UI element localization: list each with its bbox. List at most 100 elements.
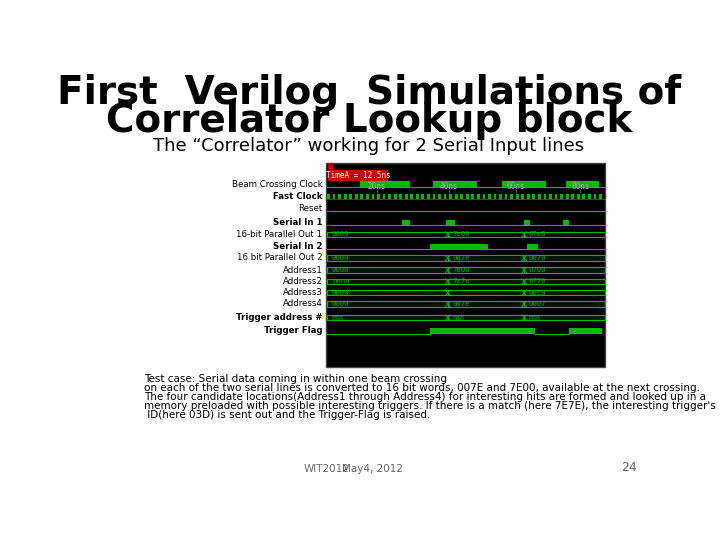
Bar	[560, 193, 563, 199]
Bar	[433, 181, 477, 187]
Bar	[524, 315, 605, 320]
Bar	[460, 193, 463, 199]
Text: nan: nan	[452, 315, 464, 321]
Text: 0770: 0770	[528, 278, 546, 285]
Text: Serial In 1: Serial In 1	[273, 218, 323, 227]
Bar	[394, 193, 397, 199]
Bar	[333, 193, 336, 199]
Text: 0000: 0000	[332, 301, 349, 307]
Bar	[582, 193, 585, 199]
Bar	[327, 193, 330, 199]
Text: 0000: 0000	[332, 232, 349, 238]
Bar	[527, 193, 530, 199]
Bar	[466, 193, 469, 199]
Text: 0000: 0000	[332, 255, 349, 261]
Text: 0700: 0700	[528, 267, 546, 273]
Bar	[327, 301, 448, 307]
Bar	[571, 193, 574, 199]
Text: Beam Crossing Clock: Beam Crossing Clock	[232, 179, 323, 188]
Text: Trigger Flag: Trigger Flag	[264, 327, 323, 335]
Bar	[502, 181, 546, 187]
Bar	[327, 315, 448, 320]
Bar	[499, 193, 502, 199]
Bar	[421, 193, 424, 199]
Bar	[577, 193, 580, 199]
Bar	[449, 193, 452, 199]
Bar	[410, 193, 413, 199]
Text: 00c0: 00c0	[528, 290, 546, 296]
Bar	[430, 328, 535, 334]
Text: 7e00: 7e00	[452, 232, 470, 238]
Text: 0000: 0000	[332, 267, 349, 273]
Bar	[444, 193, 446, 199]
Bar	[524, 279, 605, 284]
Bar	[527, 244, 538, 249]
Text: Reset: Reset	[298, 204, 323, 213]
Text: 007e: 007e	[452, 255, 470, 261]
Bar	[355, 193, 358, 199]
Text: 0007: 0007	[528, 301, 546, 307]
Bar	[377, 193, 380, 199]
Text: 16-bit Parallel Out 1: 16-bit Parallel Out 1	[236, 230, 323, 239]
Text: 07e0: 07e0	[528, 232, 546, 238]
Bar	[349, 193, 352, 199]
Bar	[448, 290, 524, 295]
Text: The four candidate locations(Address1 through Address4) for interesting hits are: The four candidate locations(Address1 th…	[144, 392, 706, 402]
Text: 0070: 0070	[528, 255, 546, 261]
Text: memory preloaded with possible interesting triggers. If there is a match (here 7: memory preloaded with possible interesti…	[144, 401, 716, 411]
Bar	[482, 193, 485, 199]
Text: Address3: Address3	[283, 288, 323, 298]
Bar	[593, 193, 596, 199]
Text: 0000: 0000	[332, 290, 349, 296]
Text: 24: 24	[621, 462, 636, 475]
Text: nnn: nnn	[528, 315, 541, 321]
Text: Correlator Lookup block: Correlator Lookup block	[106, 102, 632, 140]
Bar	[516, 193, 518, 199]
Text: on each of the two serial lines is converted to 16 bit words, 007E and 7E00, ava: on each of the two serial lines is conve…	[144, 383, 701, 393]
Text: May4, 2012: May4, 2012	[343, 464, 403, 475]
Text: WIT2012: WIT2012	[303, 464, 349, 475]
Bar	[477, 193, 480, 199]
Bar	[400, 193, 402, 199]
Text: 80ns: 80ns	[571, 182, 590, 191]
Bar	[538, 193, 541, 199]
Bar	[405, 193, 408, 199]
Bar	[430, 244, 488, 249]
Bar	[372, 193, 374, 199]
Bar	[327, 290, 448, 295]
Bar	[327, 267, 448, 273]
Text: ID(here 03D) is sent out and the Trigger-Flag is raised.: ID(here 03D) is sent out and the Trigger…	[144, 410, 431, 420]
Text: Address2: Address2	[283, 277, 323, 286]
Bar	[524, 267, 605, 273]
Bar	[366, 193, 369, 199]
Text: Address4: Address4	[283, 300, 323, 308]
Bar	[455, 193, 457, 199]
Text: 16 bit Parallel Out 2: 16 bit Parallel Out 2	[237, 253, 323, 262]
Text: 40ns: 40ns	[440, 182, 459, 191]
Bar	[338, 193, 341, 199]
Bar	[599, 193, 602, 199]
Bar	[343, 193, 346, 199]
Bar	[448, 232, 524, 237]
Bar	[328, 163, 333, 168]
Text: 007e: 007e	[452, 301, 470, 307]
Bar	[448, 267, 524, 273]
Bar	[472, 193, 474, 199]
Bar	[588, 193, 590, 199]
Bar	[448, 279, 524, 284]
Bar	[433, 193, 436, 199]
Bar	[544, 193, 546, 199]
Bar	[524, 232, 605, 237]
Text: TimeA = 12.5ns: TimeA = 12.5ns	[325, 171, 390, 180]
Bar	[361, 181, 410, 187]
Bar	[327, 279, 448, 284]
Bar	[524, 301, 605, 307]
Text: 7e7e: 7e7e	[452, 278, 470, 285]
Bar	[402, 220, 410, 226]
Text: Fast Clock: Fast Clock	[273, 192, 323, 201]
Bar	[427, 193, 430, 199]
Text: Address1: Address1	[283, 266, 323, 275]
Text: nnn: nnn	[332, 315, 344, 321]
Text: nnnn: nnnn	[332, 278, 349, 285]
Bar	[327, 232, 448, 237]
